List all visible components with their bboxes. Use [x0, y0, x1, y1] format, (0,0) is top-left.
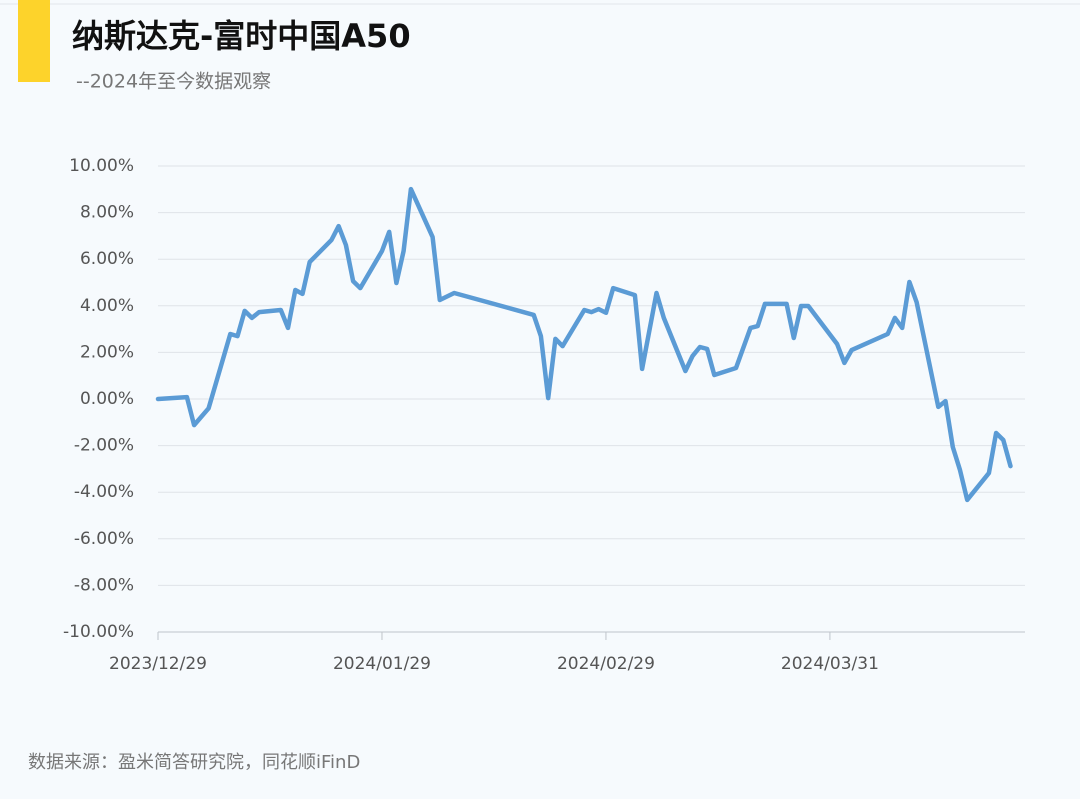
y-tick-label: -2.00%	[74, 436, 134, 456]
y-tick-label: 10.00%	[69, 156, 134, 176]
y-tick-label: 6.00%	[80, 249, 134, 269]
data-line	[155, 186, 1013, 503]
y-tick-label: -8.00%	[74, 575, 134, 595]
x-tick-label: 2023/12/29	[109, 654, 207, 674]
accent-bar	[18, 0, 50, 82]
y-tick-label: 0.00%	[80, 389, 134, 409]
x-tick-label: 2024/03/31	[781, 654, 879, 674]
chart-title: 纳斯达克-富时中国A50	[72, 17, 411, 55]
y-tick-label: 2.00%	[80, 342, 134, 362]
y-tick-label: -10.00%	[63, 622, 134, 642]
source-note: 数据来源：盈米简答研究院，同花顺iFinD	[28, 752, 360, 773]
y-tick-label: 4.00%	[80, 296, 134, 316]
x-tick-label: 2024/02/29	[557, 654, 655, 674]
y-tick-label: 8.00%	[80, 203, 134, 223]
y-tick-label: -6.00%	[74, 529, 134, 549]
y-tick-label: -4.00%	[74, 482, 134, 502]
chart-subtitle: --2024年至今数据观察	[76, 71, 271, 93]
x-tick-label: 2024/01/29	[333, 654, 431, 674]
